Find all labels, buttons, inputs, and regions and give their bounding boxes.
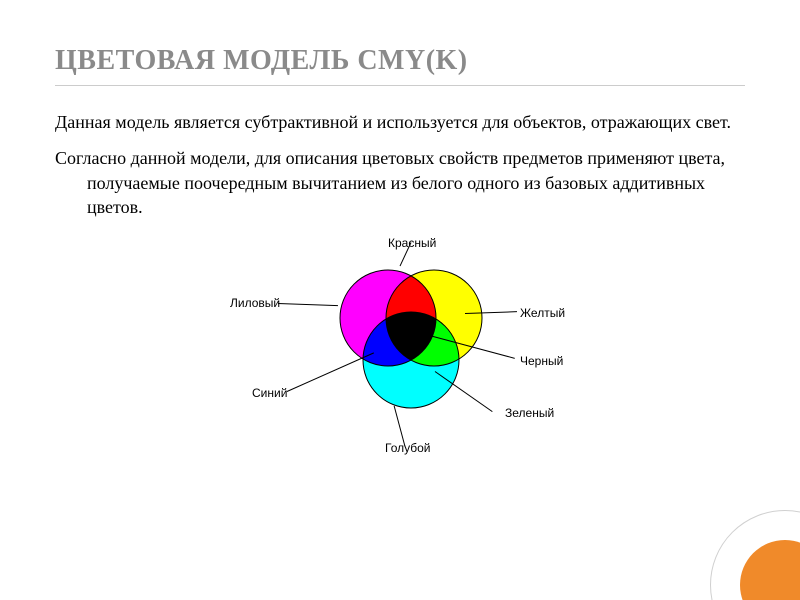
label-yellow: Желтый [520, 306, 565, 320]
paragraph-1: Данная модель является субтрактивной и и… [55, 110, 745, 134]
venn-svg [326, 256, 496, 426]
label-magenta: Лиловый [230, 296, 280, 310]
label-blue: Синий [252, 386, 287, 400]
label-green: Зеленый [505, 406, 554, 420]
diagram-container: Красный Лиловый Желтый Черный Синий Зеле… [55, 231, 745, 461]
slide: ЦВЕТОВАЯ МОДЕЛЬ CMY(K) Данная модель явл… [0, 0, 800, 600]
slide-title: ЦВЕТОВАЯ МОДЕЛЬ CMY(K) [55, 45, 745, 77]
label-cyan: Голубой [385, 441, 431, 455]
paragraph-2: Согласно данной модели, для описания цве… [55, 146, 745, 219]
body-text: Данная модель является субтрактивной и и… [55, 110, 745, 219]
label-red: Красный [388, 236, 436, 250]
title-underline [55, 85, 745, 86]
cmy-venn-diagram: Красный Лиловый Желтый Черный Синий Зеле… [210, 231, 590, 461]
corner-accent [690, 490, 800, 600]
label-black: Черный [520, 354, 563, 368]
